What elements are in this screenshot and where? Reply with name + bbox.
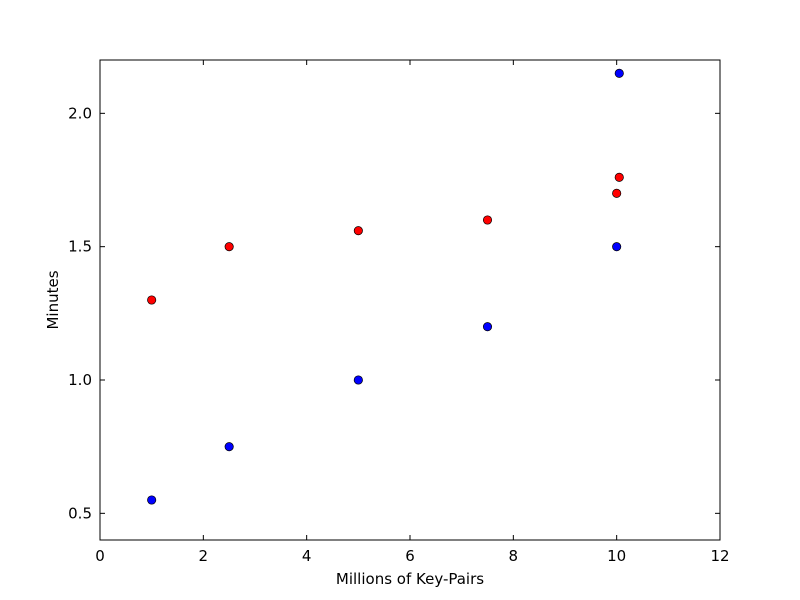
data-points bbox=[147, 68, 624, 505]
series-1-point bbox=[482, 322, 493, 332]
series-1-point bbox=[147, 495, 157, 505]
x-tick-label: 2 bbox=[199, 547, 209, 565]
x-tick-label: 10 bbox=[607, 547, 626, 565]
x-tick-label: 0 bbox=[95, 547, 105, 565]
y-tick-label: 2.0 bbox=[68, 104, 92, 122]
y-tick-label: 1.5 bbox=[68, 238, 92, 256]
x-tick-label: 6 bbox=[405, 547, 415, 565]
series-1-point bbox=[353, 375, 363, 385]
x-axis: 0 2 4 6 8 10 12 bbox=[95, 60, 730, 565]
series-0-point bbox=[614, 172, 624, 182]
x-tick-label: 8 bbox=[509, 547, 519, 565]
y-axis: 0.5 1.0 1.5 2.0 bbox=[68, 104, 720, 522]
y-tick-label: 1.0 bbox=[68, 371, 92, 389]
series-0-point bbox=[147, 295, 157, 305]
x-tick-label: 12 bbox=[710, 547, 729, 565]
series-1-point bbox=[614, 68, 624, 78]
series-0-point bbox=[612, 188, 622, 198]
plot-frame bbox=[99, 59, 721, 541]
x-axis-label: Millions of Key-Pairs bbox=[336, 570, 484, 588]
series-0-point bbox=[353, 226, 363, 236]
series-0-point bbox=[224, 242, 234, 252]
series-0-point bbox=[482, 215, 493, 225]
x-tick-label: 4 bbox=[302, 547, 312, 565]
series-1-point bbox=[224, 442, 234, 452]
y-tick-label: 0.5 bbox=[68, 504, 92, 522]
series-1-point bbox=[612, 242, 622, 252]
y-axis-label: Minutes bbox=[44, 270, 62, 329]
